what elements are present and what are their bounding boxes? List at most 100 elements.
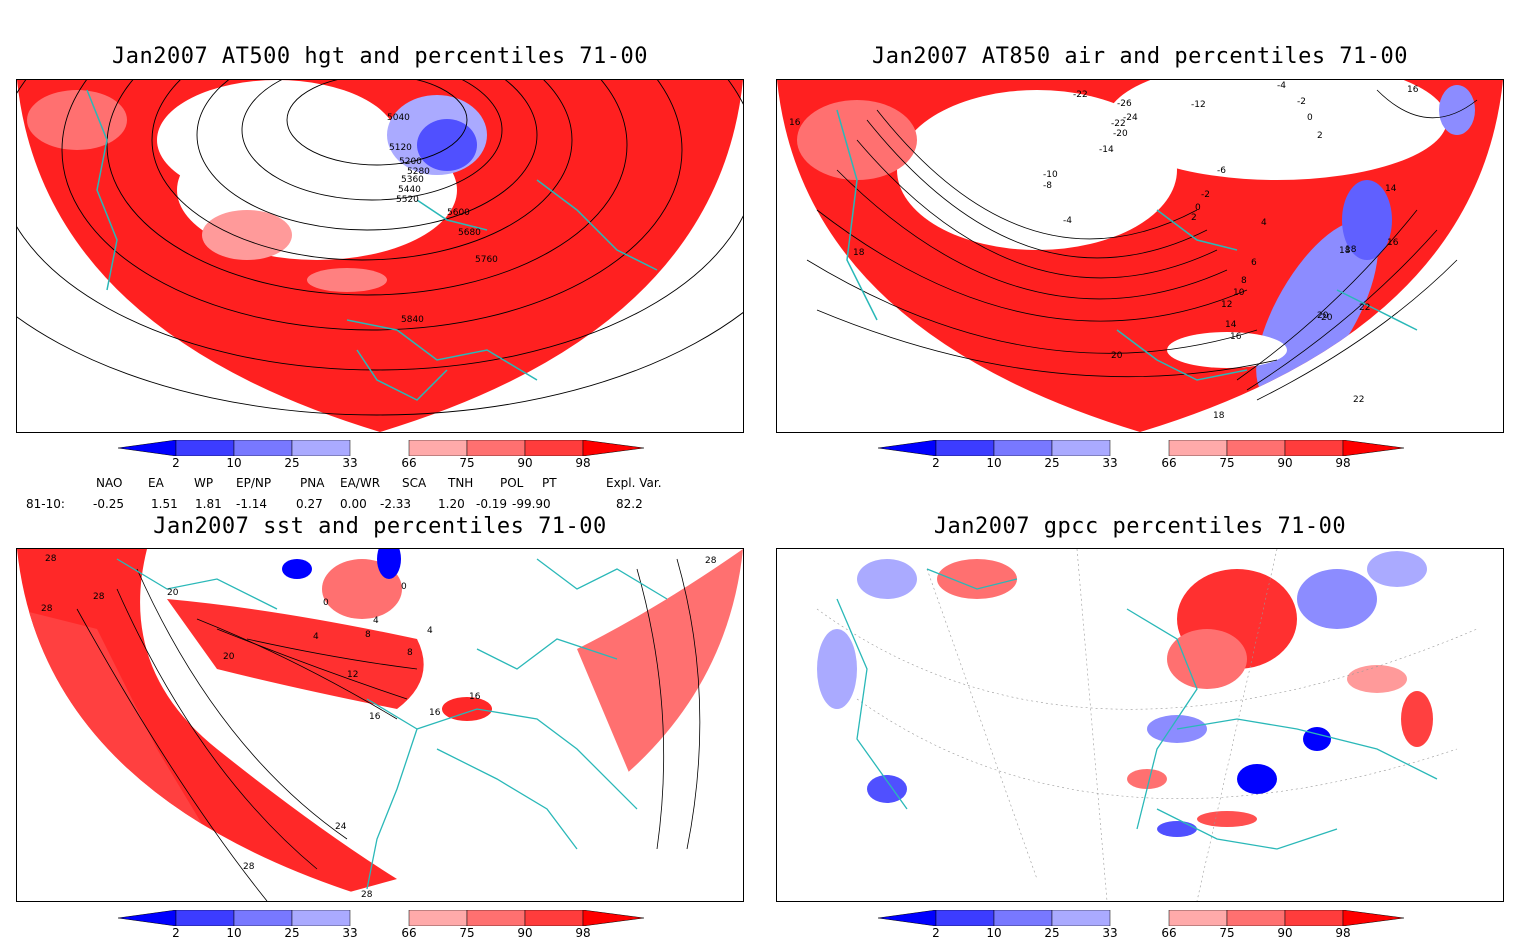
contour-label: 16: [469, 692, 481, 702]
colorbar-tick: 25: [1044, 456, 1060, 470]
contour-label: -26: [1117, 99, 1132, 109]
contour-label: 8: [365, 630, 371, 640]
colorbar-tick: 90: [517, 926, 533, 940]
colorbar-tick: 10: [986, 456, 1002, 470]
contour-label: 5040: [387, 113, 410, 123]
index-value: 0.00: [340, 497, 367, 511]
colorbar-tick: 33: [342, 926, 358, 940]
hemisphere-shape: [777, 549, 1503, 901]
panel-title-air: Jan2007 AT850 air and percentiles 71-00: [871, 44, 1409, 69]
contour-label: 5440: [398, 185, 421, 195]
index-value: 1.20: [438, 497, 465, 511]
contour-label: 16: [429, 708, 441, 718]
index-value: 1.81: [195, 497, 222, 511]
contour-label: 4: [1261, 218, 1267, 228]
colorbar-tick: 75: [459, 926, 475, 940]
colorbar-segment: [1342, 440, 1404, 456]
gpcc-gridlines: [816, 549, 1478, 901]
map-gpcc: [776, 548, 1504, 902]
index-value: -2.33: [380, 497, 412, 511]
colorbar-tick: 98: [575, 926, 591, 940]
contour-label: 20: [1111, 351, 1123, 361]
contour-label: 14: [1225, 320, 1237, 330]
index-value: 82.2: [616, 497, 643, 511]
colorbar-tick: 90: [1277, 456, 1293, 470]
contour-label: 5200: [399, 157, 422, 167]
contour-label: 22: [1359, 303, 1370, 313]
colorbar-tick: 10: [226, 926, 242, 940]
contour-label: 20: [167, 588, 179, 598]
sst-coastlines: [116, 558, 668, 890]
colorbar-tick: 33: [1102, 456, 1118, 470]
air-coastlines: [836, 109, 1418, 381]
map-gpcc-svg: [777, 549, 1503, 901]
colorbar-tick: 25: [284, 926, 300, 940]
colorbar-tick: 2: [932, 926, 940, 940]
colorbar-tick: 66: [401, 926, 417, 940]
index-value: 1.51: [151, 497, 178, 511]
contour-label: -10: [1043, 170, 1058, 180]
air-contours: [806, 89, 1478, 401]
contour-label: 5760: [475, 255, 498, 265]
contour-label: 28: [93, 592, 105, 602]
colorbar-tick: 2: [172, 456, 180, 470]
contour-label: 5840: [401, 315, 424, 325]
contour-label: 20: [1317, 311, 1329, 321]
colorbar-tick: 25: [1044, 926, 1060, 940]
contour-label: 5520: [396, 195, 419, 205]
colorbar-ticks-bottom-left: 2 10 25 33 66 75 90 98: [118, 910, 644, 940]
index-value: -0.25: [93, 497, 125, 511]
contour-label: 10: [1233, 288, 1245, 298]
index-header: PNA: [300, 476, 325, 490]
contour-label: -2: [1297, 97, 1306, 107]
contour-label: 22: [1353, 395, 1364, 405]
colorbar-tick: 66: [1161, 926, 1177, 940]
colorbar-tick: 75: [1219, 926, 1235, 940]
contour-label: 0: [1307, 113, 1313, 123]
map-hgt: 5040 5120 5200 5280 5360 5440 5520 5600 …: [16, 79, 744, 433]
contour-label: 20: [223, 652, 235, 662]
contour-label: 4: [313, 632, 319, 642]
contour-label: 28: [705, 556, 717, 566]
colorbar-tick: 33: [342, 456, 358, 470]
index-header: EA: [148, 476, 164, 490]
contour-label: -20: [1113, 129, 1128, 139]
contour-label: 20: [1321, 313, 1333, 323]
map-sst: 28 28 20 28 28 0 0 4 4 8 4 8 20 12 16 16…: [16, 548, 744, 902]
colorbar-ticks-bottom-right: 2 10 25 33 66 75 90 98: [878, 910, 1404, 940]
colorbar-segment: [291, 440, 351, 456]
colorbar-segment: [1051, 910, 1111, 926]
map-sst-svg: 28 28 20 28 28 0 0 4 4 8 4 8 20 12 16 16…: [17, 549, 743, 901]
index-header: Expl. Var.: [606, 476, 662, 490]
index-row-label: 81-10:: [26, 497, 65, 511]
colorbar-segment: [1342, 910, 1404, 926]
sst-contours: [76, 558, 701, 901]
colorbar-segment: [1051, 440, 1111, 456]
colorbar-tick: 2: [932, 456, 940, 470]
colorbar-segment: [291, 910, 351, 926]
colorbar-tick: 98: [575, 456, 591, 470]
sst-contour-labels: 28 28 20 28 28 0 0 4 4 8 4 8 20 12 16 16…: [41, 554, 717, 900]
contour-label: -22: [1111, 119, 1126, 129]
index-header: EP/NP: [236, 476, 272, 490]
contour-label: 18: [1339, 246, 1351, 256]
colorbar-tick: 98: [1335, 926, 1351, 940]
contour-label: 16: [1387, 238, 1399, 248]
colorbar-top-right: [878, 440, 1404, 456]
hgt-contours: [17, 80, 743, 416]
contour-label: 28: [243, 862, 255, 872]
contour-label: 12: [347, 670, 358, 680]
contour-label: 28: [361, 890, 373, 900]
map-air-svg: -22 -26 -24 -20 -22 -12 -14 -10 -8 -6 -4…: [777, 80, 1503, 432]
gpcc-coastlines: [836, 568, 1438, 850]
contour-label: 0: [1195, 203, 1201, 213]
contour-label: 8: [407, 648, 413, 658]
colorbar-tick: 98: [1335, 456, 1351, 470]
contour-label: 0: [401, 582, 407, 592]
contour-label: 18: [1213, 411, 1225, 421]
colorbar-ticks-top-left: 2 10 25 33 66 75 90 98: [118, 440, 644, 476]
index-header: POL: [500, 476, 524, 490]
colorbar-tick: 75: [1219, 456, 1235, 470]
contour-label: -12: [1191, 100, 1206, 110]
colorbar-tick: 66: [1161, 456, 1177, 470]
